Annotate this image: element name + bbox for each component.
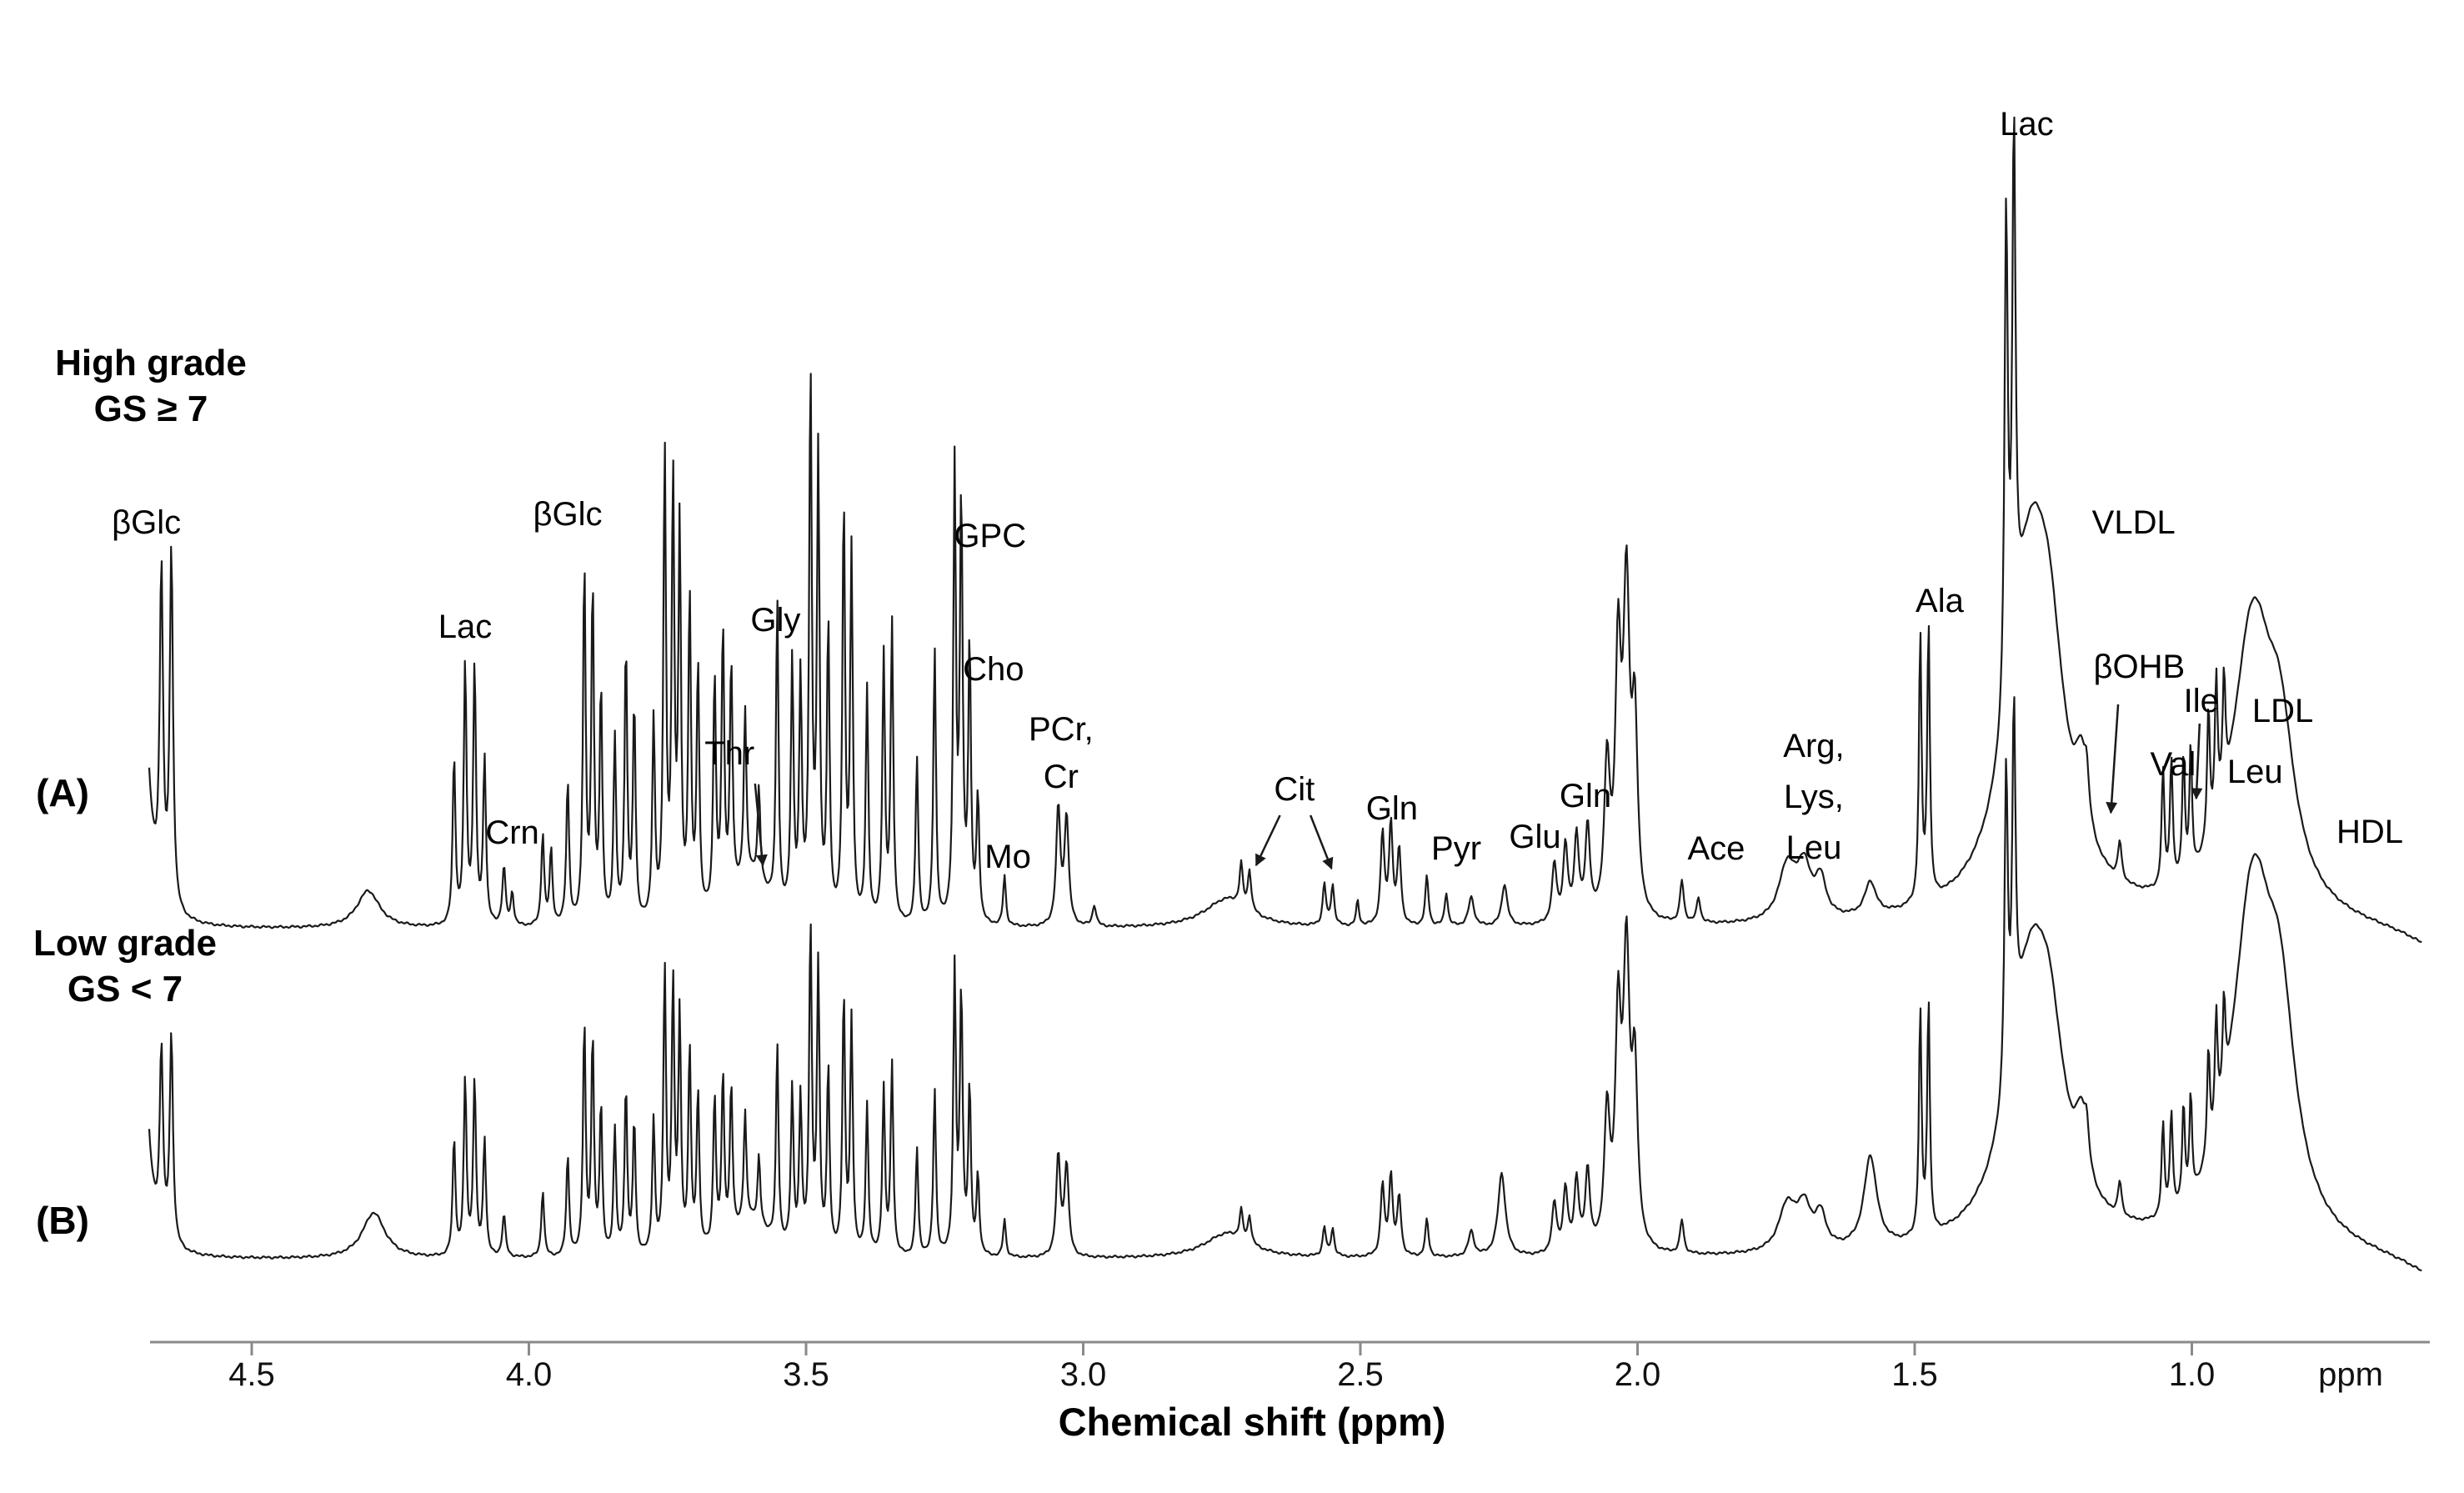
spectrum-trace-B [148, 696, 2422, 1272]
peak-label: Pyr [1431, 830, 1481, 867]
peak-label: GPC [954, 518, 1026, 554]
series-a-grade-line1: High grade [55, 343, 247, 383]
x-axis-unit-label: ppm [2318, 1356, 2383, 1393]
peak-label: Lac [438, 609, 493, 645]
peak-label: Arg, Lys, Leu [1783, 728, 1844, 866]
peak-label: Lac [2000, 106, 2054, 143]
peak-label: Crn [485, 814, 538, 851]
peak-label: Thr [704, 735, 754, 772]
series-a-group-label: High grade GS ≥ 7 (A) [36, 343, 247, 814]
x-axis-tick-label: 3.0 [1060, 1356, 1107, 1393]
annotation-arrow [1255, 814, 1281, 867]
x-axis-tick-label: 3.5 [783, 1356, 829, 1393]
peak-label: Mo [984, 839, 1031, 875]
peak-label: Gly [750, 602, 800, 639]
x-axis-tick-label: 1.0 [2169, 1356, 2216, 1393]
peak-label: Leu [2227, 754, 2283, 790]
spectra-traces [148, 116, 2422, 1272]
peak-label: Ace [1687, 830, 1745, 867]
x-axis: 4.5 4.0 3.5 3.0 2.5 2.0 1.5 1.0 ppm [150, 1340, 2430, 1393]
peak-label: Val [2150, 746, 2196, 783]
annotation-arrow [754, 783, 768, 867]
x-axis-tick-label: 1.5 [1891, 1356, 1938, 1393]
peak-label: Ala [1916, 583, 1965, 619]
peak-label: Ile [2184, 683, 2219, 719]
peak-label: Cit [1274, 771, 1315, 808]
annotation-arrow [2106, 704, 2120, 814]
series-b-tag: (B) [36, 1199, 89, 1242]
peak-label: PCr, Cr [1029, 711, 1094, 795]
x-axis-tick-label: 4.0 [506, 1356, 553, 1393]
series-a-grade-line2: GS ≥ 7 [94, 388, 208, 429]
peak-label: VLDL [2092, 504, 2176, 541]
series-b-grade-line2: GS < 7 [68, 969, 183, 1010]
peak-label: βGlc [533, 496, 603, 533]
peak-label: HDL [2336, 814, 2403, 850]
x-axis-tick-label: 2.5 [1337, 1356, 1384, 1393]
peak-label: LDL [2252, 693, 2313, 729]
series-a-tag: (A) [36, 771, 89, 814]
series-b-grade-line1: Low grade [33, 923, 217, 964]
peak-label: βOHB [2093, 649, 2185, 685]
peak-label: Cho [963, 651, 1024, 688]
peak-label: Glu [1509, 819, 1560, 855]
x-axis-tick-label: 2.0 [1615, 1356, 1661, 1393]
peak-label: Gln [1366, 790, 1418, 827]
peak-label: βGlc [112, 504, 181, 541]
series-b-group-label: Low grade GS < 7 (B) [33, 923, 217, 1242]
spectrum-trace-A [148, 116, 2422, 944]
peak-label: Gln [1560, 778, 1611, 814]
annotation-arrow [2191, 723, 2203, 800]
annotation-arrow [1309, 814, 1334, 870]
x-axis-tick-label: 4.5 [228, 1356, 275, 1393]
x-axis-title: Chemical shift (ppm) [1059, 1400, 1446, 1444]
